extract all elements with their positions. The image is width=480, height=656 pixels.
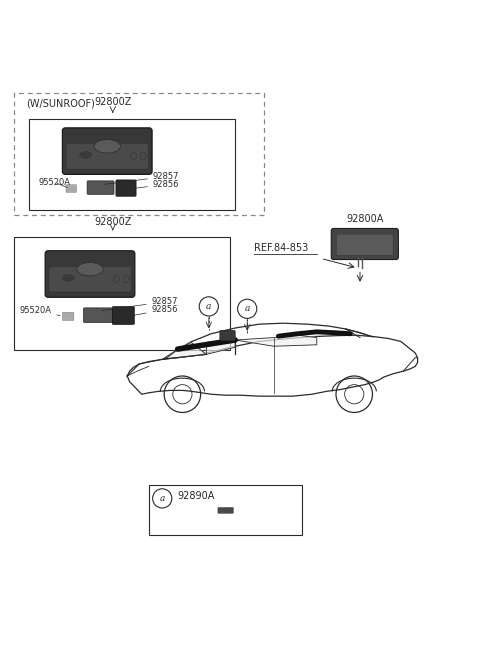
Text: 92890A: 92890A: [178, 491, 215, 501]
FancyBboxPatch shape: [336, 234, 393, 255]
Ellipse shape: [77, 262, 103, 276]
Text: 92800A: 92800A: [346, 215, 384, 224]
Bar: [29, 119, 235, 211]
Text: REF.84-853: REF.84-853: [254, 243, 309, 253]
FancyBboxPatch shape: [204, 509, 248, 531]
Text: a: a: [244, 304, 250, 314]
Ellipse shape: [78, 151, 93, 159]
Text: 92800Z: 92800Z: [94, 97, 132, 107]
Bar: [149, 485, 302, 535]
Text: a: a: [159, 494, 165, 503]
Text: a: a: [206, 302, 212, 311]
Circle shape: [153, 489, 172, 508]
FancyBboxPatch shape: [331, 228, 398, 260]
Ellipse shape: [94, 140, 120, 153]
FancyBboxPatch shape: [116, 180, 136, 196]
FancyBboxPatch shape: [62, 312, 74, 321]
Text: 95520A: 95520A: [38, 178, 71, 188]
Ellipse shape: [113, 275, 119, 283]
Ellipse shape: [61, 274, 76, 282]
Text: 92857: 92857: [104, 172, 180, 184]
Text: 92856: 92856: [127, 305, 178, 317]
Polygon shape: [206, 340, 235, 354]
Ellipse shape: [131, 152, 136, 160]
Text: 92800Z: 92800Z: [94, 216, 132, 227]
Text: (W/SUNROOF): (W/SUNROOF): [26, 98, 95, 108]
FancyBboxPatch shape: [49, 267, 131, 292]
FancyBboxPatch shape: [112, 306, 134, 325]
Circle shape: [238, 299, 257, 318]
Bar: [14, 237, 230, 350]
Circle shape: [199, 297, 218, 316]
Text: 95520A: 95520A: [19, 306, 60, 316]
FancyBboxPatch shape: [87, 181, 114, 194]
Ellipse shape: [123, 275, 129, 283]
Ellipse shape: [140, 152, 146, 160]
FancyBboxPatch shape: [45, 251, 135, 297]
Text: 92857: 92857: [102, 297, 178, 310]
Text: 92856: 92856: [128, 180, 180, 189]
FancyBboxPatch shape: [66, 144, 148, 169]
FancyBboxPatch shape: [62, 128, 152, 174]
FancyBboxPatch shape: [220, 331, 235, 341]
Polygon shape: [166, 342, 206, 359]
FancyBboxPatch shape: [66, 185, 77, 192]
Polygon shape: [235, 335, 317, 346]
Bar: [14, 92, 264, 215]
FancyBboxPatch shape: [218, 508, 233, 513]
FancyBboxPatch shape: [84, 308, 113, 323]
